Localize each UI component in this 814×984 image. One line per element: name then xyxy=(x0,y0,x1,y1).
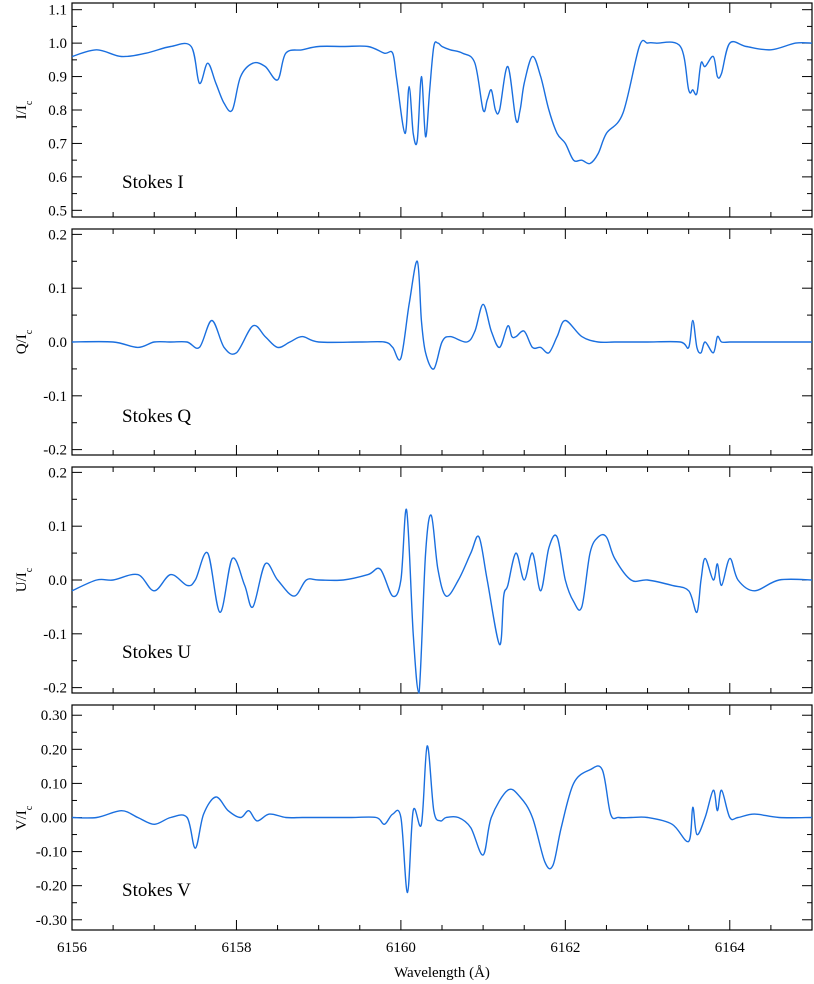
stokes-i-y-tick-label: 0.9 xyxy=(48,70,67,86)
stokes-u-panel-label: Stokes U xyxy=(122,642,191,663)
stokes-i-panel-label: Stokes I xyxy=(122,172,184,193)
stokes-q-y-tick-label: 0.0 xyxy=(48,335,67,351)
stokes-u-series-line xyxy=(71,508,813,694)
x-tick-label: 6158 xyxy=(221,940,251,956)
stokes-i-y-tick-labels: 0.5 0.6 0.7 0.8 0.9 1.0 1.1 xyxy=(48,3,67,220)
stokes-u-y-tick-label: -0.2 xyxy=(43,681,67,697)
stokes-v-x-ticks xyxy=(71,705,813,930)
stokes-q-panel-label: Stokes Q xyxy=(122,406,191,427)
stokes-q-y-tick-label: 0.1 xyxy=(48,281,67,297)
stokes-u-y-tick-label: 0.0 xyxy=(48,573,67,589)
stokes-q-y-tick-label: -0.1 xyxy=(43,389,67,405)
x-tick-labels: 6156 6158 6160 6162 6164 xyxy=(57,940,745,956)
stokes-v-y-tick-labels: -0.30 -0.20 -0.10 0.00 0.10 0.20 0.30 xyxy=(36,708,67,929)
x-tick-label: 6164 xyxy=(715,940,746,956)
stokes-v-panel: -0.30 -0.20 -0.10 0.00 0.10 0.20 0.30 V/Ic Sto… xyxy=(14,704,813,931)
stokes-i-y-tick-label: 0.5 xyxy=(48,203,67,219)
stokes-u-panel: -0.2 -0.1 0.0 0.1 0.2 U/Ic Stokes U xyxy=(14,465,813,697)
stokes-v-panel-label: Stokes V xyxy=(122,880,191,901)
x-tick-label: 6156 xyxy=(57,940,88,956)
stokes-i-y-tick-label: 0.7 xyxy=(48,136,67,152)
stokes-i-panel: 0.5 0.6 0.7 0.8 0.9 1.0 1.1 I/Ic Stokes I xyxy=(14,2,813,220)
stokes-q-series-line xyxy=(71,260,812,370)
stokes-i-y-axis-label: I/Ic xyxy=(14,100,35,119)
stokes-i-y-tick-label: 0.8 xyxy=(48,103,67,119)
stokes-v-y-tick-label: -0.30 xyxy=(36,913,67,929)
stokes-v-y-axis-label: V/Ic xyxy=(14,805,35,830)
stokes-u-x-ticks xyxy=(71,467,813,693)
stokes-v-y-tick-label: -0.10 xyxy=(36,845,67,861)
x-axis-label: Wavelength (Å) xyxy=(394,965,490,981)
stokes-i-y-tick-label: 1.0 xyxy=(48,36,67,52)
stokes-q-y-axis-label: Q/Ic xyxy=(14,329,35,354)
stokes-v-y-tick-label: 0.20 xyxy=(41,742,67,758)
x-tick-label: 6160 xyxy=(386,940,416,956)
stokes-i-series-line xyxy=(71,39,813,165)
stokes-u-y-tick-label: 0.1 xyxy=(48,519,67,535)
stokes-i-x-ticks xyxy=(71,3,813,217)
stokes-q-y-tick-label: -0.2 xyxy=(43,443,67,459)
stokes-i-y-tick-label: 1.1 xyxy=(48,3,67,19)
stokes-u-y-tick-label: 0.2 xyxy=(48,465,67,481)
stokes-v-y-tick-label: -0.20 xyxy=(36,879,67,895)
stokes-u-y-tick-label: -0.1 xyxy=(43,627,67,643)
stokes-q-y-tick-label: 0.2 xyxy=(48,227,67,243)
stokes-v-series-line xyxy=(71,745,813,894)
stokes-v-y-tick-label: 0.00 xyxy=(41,811,67,827)
stokes-u-y-ticks xyxy=(72,471,812,689)
stokes-q-y-tick-labels: -0.2 -0.1 0.0 0.1 0.2 xyxy=(43,227,67,458)
x-tick-label: 6162 xyxy=(550,940,580,956)
stokes-i-y-tick-label: 0.6 xyxy=(48,170,67,186)
stokes-q-panel: -0.2 -0.1 0.0 0.1 0.2 Q/Ic Stokes Q xyxy=(14,227,813,459)
stokes-u-y-tick-labels: -0.2 -0.1 0.0 0.1 0.2 xyxy=(43,465,67,696)
stokes-u-y-axis-label: U/Ic xyxy=(14,567,35,592)
stokes-v-y-tick-label: 0.10 xyxy=(41,776,67,792)
stokes-v-y-tick-label: 0.30 xyxy=(41,708,67,724)
